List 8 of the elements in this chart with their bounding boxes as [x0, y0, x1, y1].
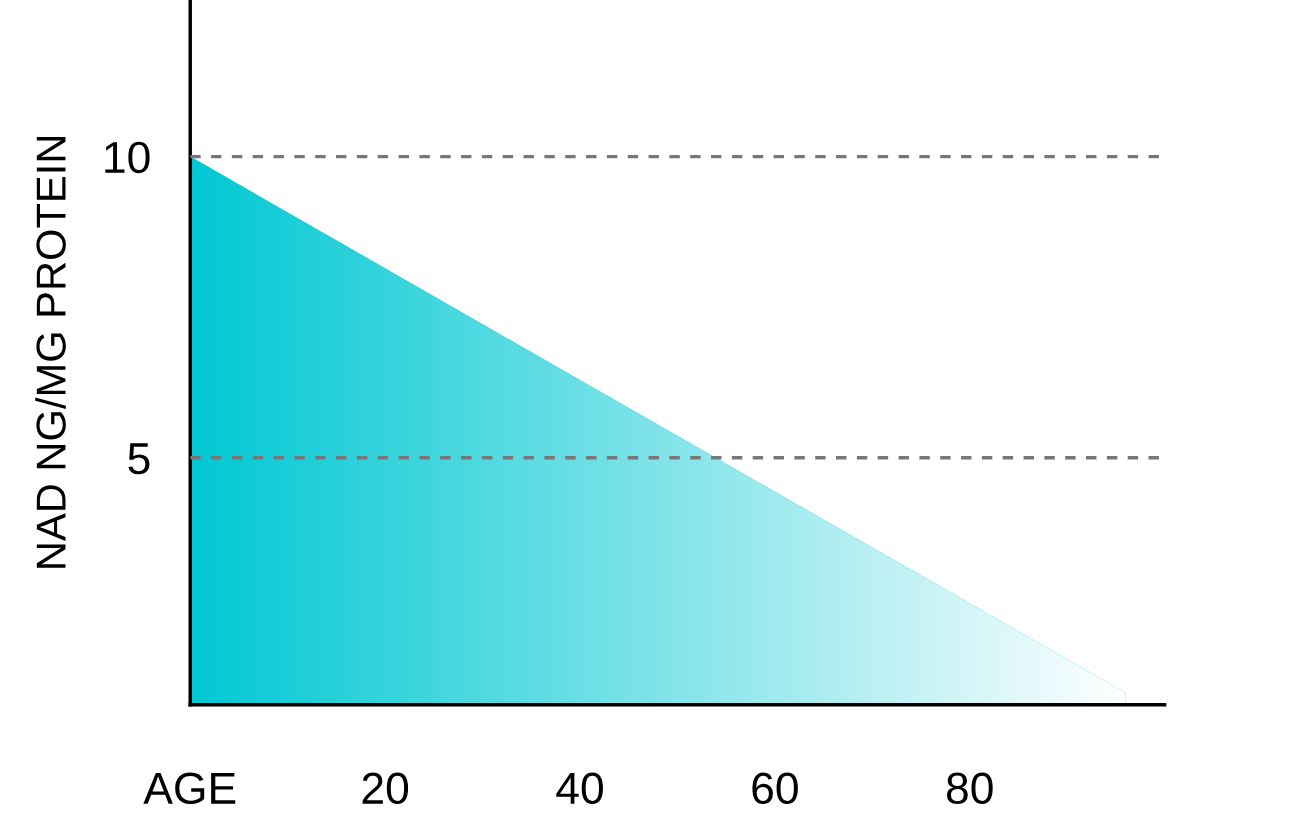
x-tick-label: 20 [362, 772, 409, 805]
x-tick-label: 40 [556, 772, 603, 805]
x-tick-label: AGE [143, 772, 236, 805]
y-tick-label: 10 [105, 141, 150, 174]
x-tick-label: 80 [946, 772, 993, 805]
y-tick-label: 5 [128, 443, 150, 475]
x-tick-label: 60 [752, 772, 798, 805]
y-axis-title: NAD NG/MG PROTEIN [35, 137, 66, 568]
